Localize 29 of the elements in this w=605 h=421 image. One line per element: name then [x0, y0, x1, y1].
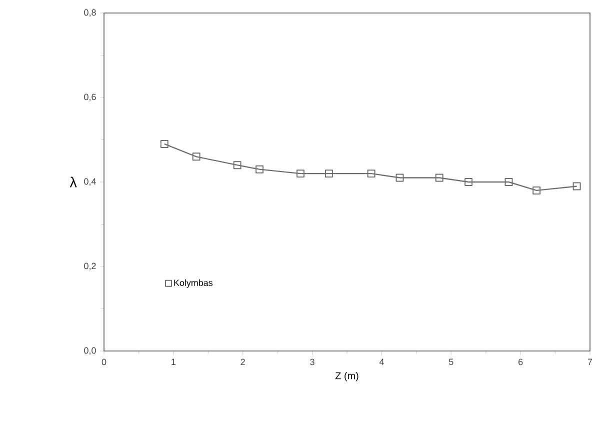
point [504, 178, 513, 186]
y-tick-label: 0,6 [84, 94, 96, 102]
x-tick-label: 5 [449, 358, 454, 366]
y-tick-label: 0,8 [84, 9, 96, 17]
x-tick-label: 1 [172, 358, 176, 365]
point [464, 178, 472, 186]
point [367, 170, 376, 178]
x-tick-label: 0 [102, 358, 106, 366]
point [324, 170, 333, 178]
y-tick-label: 0,0 [84, 347, 96, 355]
point [256, 165, 264, 174]
x-axis-title: Z (m) [335, 372, 358, 382]
point [572, 182, 581, 190]
point [532, 186, 541, 194]
legend-label: Kolymbas [174, 279, 213, 288]
y-tick-label: 0,4 [84, 178, 96, 186]
x-tick-label: 3 [310, 358, 314, 366]
x-tick-label: 4 [379, 358, 384, 365]
x-tick-label: 6 [518, 358, 523, 366]
x-tick-label: 2 [240, 358, 245, 366]
x-tick-label: 7 [588, 358, 592, 365]
y-tick-label: 0,2 [84, 262, 96, 270]
point [233, 161, 242, 170]
point [296, 170, 304, 178]
point [160, 140, 168, 148]
y-axis-title: λ [70, 176, 77, 188]
point [192, 152, 200, 161]
point [435, 174, 444, 182]
point [396, 174, 404, 182]
